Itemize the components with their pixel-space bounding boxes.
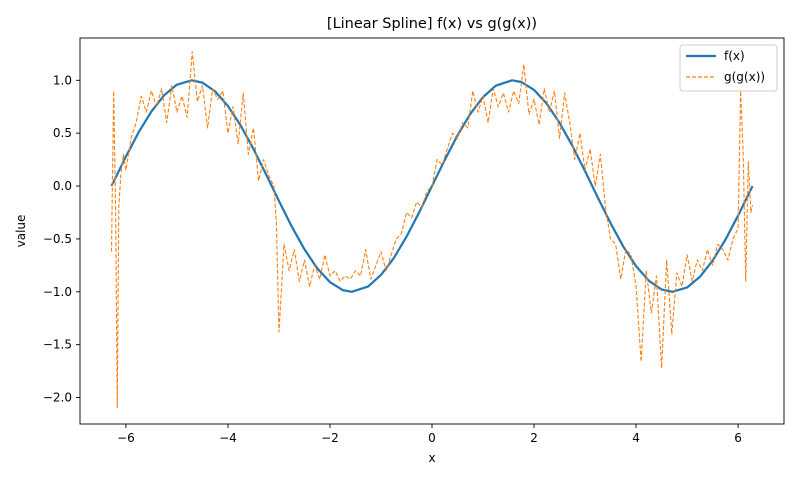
y-tick-label: −1.5 [43,338,72,352]
x-tick-label: 2 [530,431,538,445]
x-tick-label: 4 [632,431,640,445]
y-tick-label: 1.0 [53,73,72,87]
y-axis-ticks: −2.0 −1.5 −1.0 −0.5 0.0 0.5 1.0 [43,73,80,405]
x-tick-label: −2 [321,431,339,445]
chart-title: [Linear Spline] f(x) vs g(g(x)) [327,16,537,32]
y-tick-label: −0.5 [43,232,72,246]
legend-label-g: g(g(x)) [724,70,765,84]
y-tick-label: 0.5 [53,126,72,140]
y-tick-label: 0.0 [53,179,72,193]
y-axis-label: value [14,215,28,248]
y-tick-label: −1.0 [43,285,72,299]
x-axis-ticks: −6 −4 −2 0 2 4 6 [117,424,742,445]
x-axis-label: x [428,451,435,465]
series-line-g [110,51,754,409]
series-layer [110,51,754,409]
plot-frame [79,37,785,425]
legend-label-f: f(x) [724,49,745,63]
x-tick-label: 0 [428,431,436,445]
y-tick-label: −2.0 [43,391,72,405]
x-tick-label: −4 [219,431,237,445]
x-tick-label: 6 [734,431,742,445]
legend: f(x) g(g(x)) [679,44,778,92]
x-tick-label: −6 [117,431,135,445]
